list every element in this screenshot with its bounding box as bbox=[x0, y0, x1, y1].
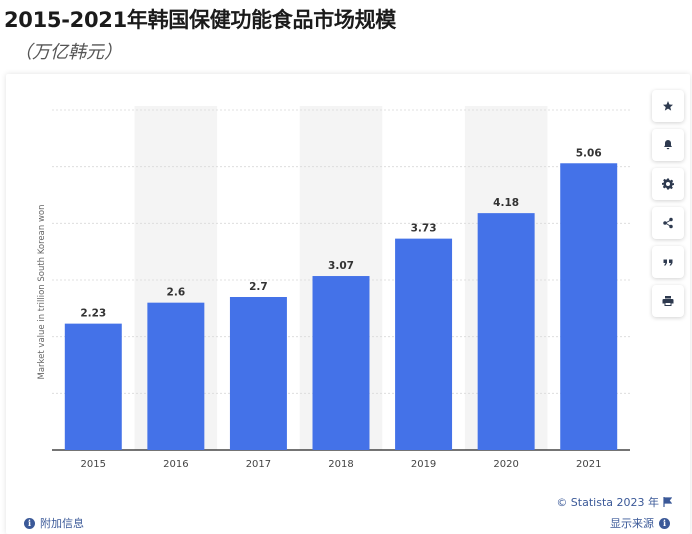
y-axis-label: Market value in trillion South Korean wo… bbox=[37, 205, 47, 380]
show-source-link[interactable]: 显示来源 i bbox=[610, 515, 670, 531]
x-tick-label: 2019 bbox=[411, 459, 436, 470]
chart-card: 2.23 2.6 2.7 3.07 3.73 4.18 5.06 2015 2016 2017 2… bbox=[6, 74, 690, 534]
value-label: 2.7 bbox=[249, 281, 268, 293]
bar-chart: 2.23 2.6 2.7 3.07 3.73 4.18 5.06 2015 2016 2017 2… bbox=[37, 106, 630, 470]
x-tick-label: 2016 bbox=[163, 459, 188, 470]
print-icon bbox=[662, 296, 674, 306]
share-icon bbox=[663, 217, 673, 229]
value-label: 3.07 bbox=[328, 260, 354, 272]
value-label: 2.23 bbox=[80, 308, 106, 320]
flag-icon bbox=[663, 497, 672, 507]
bar[interactable] bbox=[64, 323, 122, 450]
page-title: 2015-2021年韩国保健功能食品市场规模 bbox=[4, 8, 397, 32]
additional-info-label: 附加信息 bbox=[40, 517, 84, 530]
value-label: 4.18 bbox=[493, 197, 519, 209]
star-icon bbox=[663, 101, 673, 111]
bell-icon bbox=[664, 140, 672, 150]
notification-button[interactable] bbox=[652, 129, 684, 161]
settings-button[interactable] bbox=[652, 168, 684, 200]
value-label: 2.6 bbox=[167, 287, 186, 299]
bar[interactable] bbox=[560, 163, 618, 450]
page-subtitle: （万亿韩元） bbox=[14, 42, 122, 63]
share-button[interactable] bbox=[652, 207, 684, 239]
show-source-label: 显示来源 bbox=[610, 517, 654, 530]
quote-icon bbox=[663, 259, 673, 266]
bar[interactable] bbox=[229, 297, 287, 450]
info-icon: i bbox=[659, 517, 670, 529]
favorite-button[interactable] bbox=[652, 90, 684, 122]
bar[interactable] bbox=[147, 302, 205, 450]
print-button[interactable] bbox=[652, 285, 684, 317]
credit-text: © Statista 2023 年 bbox=[556, 496, 659, 509]
x-tick-label: 2017 bbox=[246, 459, 271, 470]
x-tick-label: 2021 bbox=[576, 459, 601, 470]
cite-button[interactable] bbox=[652, 246, 684, 278]
bar[interactable] bbox=[477, 213, 535, 450]
x-tick-label: 2018 bbox=[328, 459, 353, 470]
x-tick-label: 2020 bbox=[493, 459, 518, 470]
gear-icon bbox=[662, 178, 674, 190]
bar[interactable] bbox=[312, 276, 370, 450]
statista-credit[interactable]: © Statista 2023 年 bbox=[556, 494, 672, 510]
value-label: 5.06 bbox=[576, 147, 602, 159]
additional-info-link[interactable]: i 附加信息 bbox=[24, 515, 84, 531]
x-tick-label: 2015 bbox=[81, 459, 106, 470]
info-icon: i bbox=[24, 517, 35, 529]
value-label: 3.73 bbox=[411, 223, 437, 235]
bar[interactable] bbox=[395, 238, 453, 450]
